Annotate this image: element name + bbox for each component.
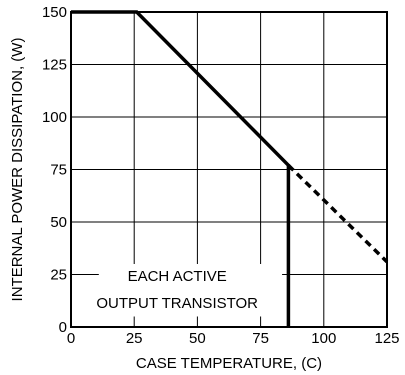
x-tick-label: 75: [252, 330, 269, 347]
plot-frame: [70, 11, 388, 328]
annotation-line-1: EACH ACTIVE: [128, 268, 227, 285]
derating-line: [71, 10, 291, 327]
annotation-line-2: OUTPUT TRANSISTOR: [96, 295, 258, 312]
y-tick-label: 0: [59, 319, 67, 336]
y-tick-label: 150: [42, 4, 67, 21]
series-layer: [71, 10, 389, 327]
y-tick-labels: 0 25 50 75 100 125 150: [42, 4, 67, 336]
x-tick-label: 25: [126, 330, 143, 347]
y-tick-label: 25: [50, 267, 67, 284]
derating-line-extrapolated: [287, 164, 389, 264]
y-tick-label: 50: [50, 214, 67, 231]
annotation-background: [98, 264, 283, 317]
x-tick-label: 100: [311, 330, 336, 347]
x-axis-title: CASE TEMPERATURE, (C): [136, 355, 322, 372]
y-tick-label: 75: [50, 162, 67, 179]
x-tick-label: 50: [189, 330, 206, 347]
x-tick-labels: 0 25 50 75 100 125: [67, 330, 400, 347]
annotation-box: EACH ACTIVE OUTPUT TRANSISTOR: [96, 264, 283, 317]
y-tick-label: 100: [42, 109, 67, 126]
y-axis-title: INTERNAL POWER DISSIPATION, (W): [9, 38, 26, 302]
y-tick-label: 125: [42, 57, 67, 74]
x-tick-label: 125: [374, 330, 399, 347]
x-tick-label: 0: [67, 330, 75, 347]
